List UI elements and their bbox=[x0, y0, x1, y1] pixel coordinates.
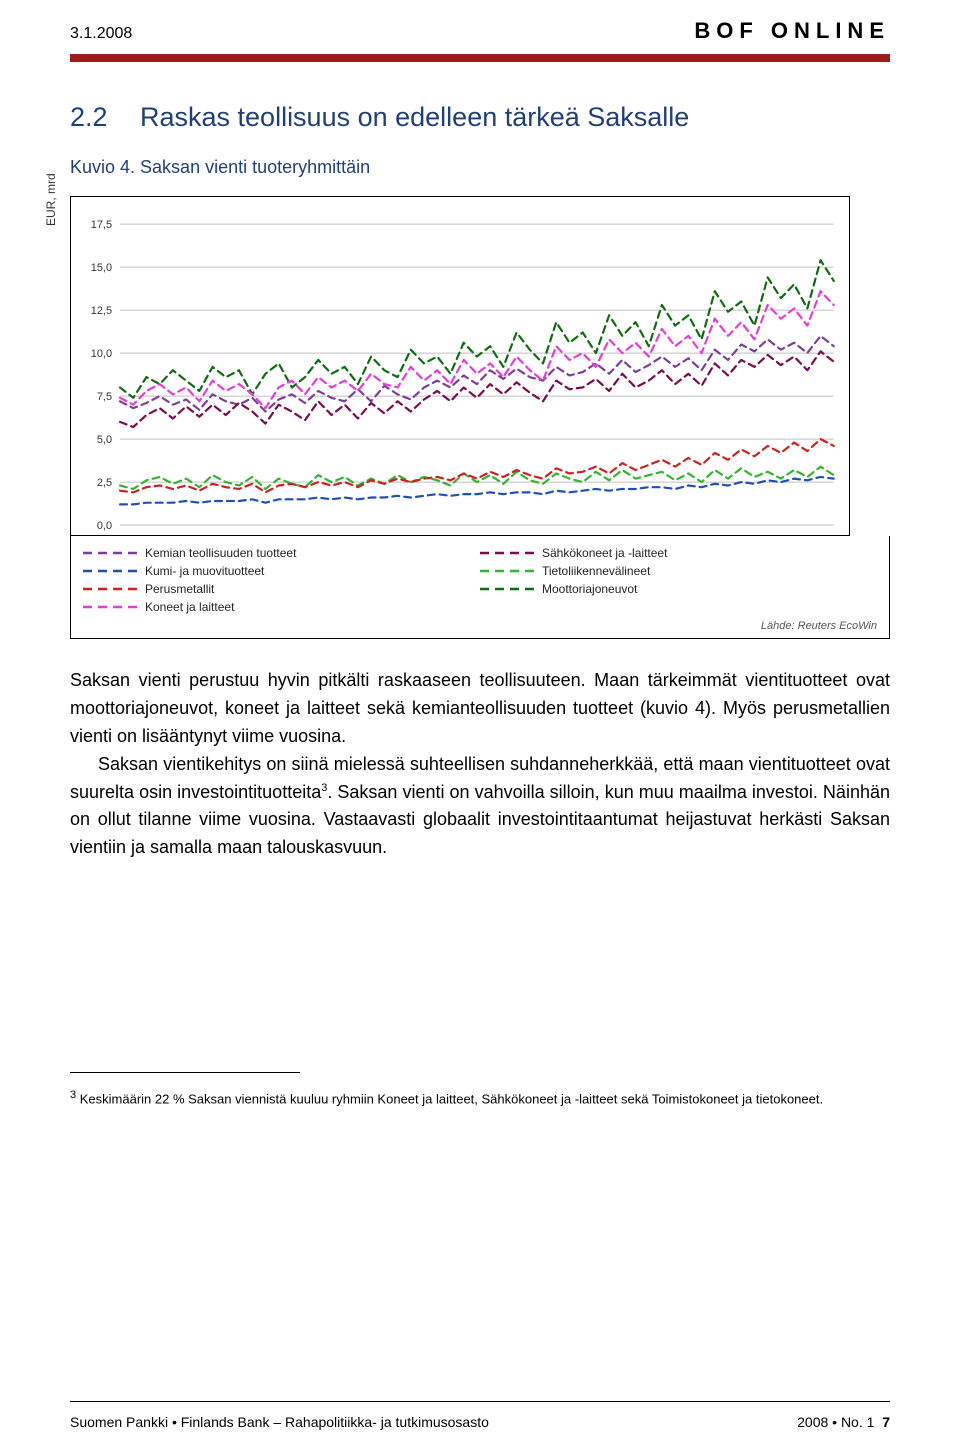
header-title: BOF ONLINE bbox=[694, 18, 890, 44]
legend-label: Perusmetallit bbox=[145, 582, 214, 596]
footnote: 3 Keskimäärin 22 % Saksan viennistä kuul… bbox=[0, 1073, 960, 1109]
legend-item: Sähkökoneet ja -laitteet bbox=[480, 544, 877, 562]
svg-text:0,0: 0,0 bbox=[97, 520, 112, 532]
legend-swatch bbox=[83, 601, 137, 613]
legend-label: Sähkökoneet ja -laitteet bbox=[542, 546, 667, 560]
legend-swatch bbox=[480, 565, 534, 577]
legend-item: Perusmetallit bbox=[83, 580, 480, 598]
legend-item: Kemian teollisuuden tuotteet bbox=[83, 544, 480, 562]
section-number: 2.2 bbox=[70, 102, 140, 133]
chart-legend: Kemian teollisuuden tuotteet Sähkökoneet … bbox=[70, 536, 890, 639]
footnote-text: Keskimäärin 22 % Saksan viennistä kuuluu… bbox=[76, 1092, 823, 1107]
legend-swatch bbox=[480, 547, 534, 559]
figure-caption: Kuvio 4. Saksan vienti tuoteryhmittäin bbox=[0, 133, 960, 178]
page-footer: Suomen Pankki • Finlands Bank – Rahapoli… bbox=[70, 1414, 890, 1430]
svg-text:5,0: 5,0 bbox=[97, 434, 112, 446]
paragraph-1: Saksan vienti perustuu hyvin pitkälti ra… bbox=[70, 667, 890, 751]
legend-swatch bbox=[83, 565, 137, 577]
svg-text:7,5: 7,5 bbox=[97, 391, 112, 403]
legend-item: Koneet ja laitteet bbox=[83, 598, 480, 616]
footer-right: 2008 • No. 1 7 bbox=[797, 1414, 890, 1430]
legend-label: Tietoliikennevälineet bbox=[542, 564, 650, 578]
legend-swatch bbox=[480, 583, 534, 595]
section-title-text: Raskas teollisuus on edelleen tärkeä Sak… bbox=[140, 102, 689, 132]
legend-label: Kumi- ja muovituotteet bbox=[145, 564, 264, 578]
header-date: 3.1.2008 bbox=[70, 25, 132, 43]
svg-text:2,5: 2,5 bbox=[97, 477, 112, 489]
legend-label: Koneet ja laitteet bbox=[145, 600, 234, 614]
legend-item: Moottoriajoneuvot bbox=[480, 580, 877, 598]
legend-swatch bbox=[83, 547, 137, 559]
paragraph-2: Saksan vientikehitys on siinä mielessä s… bbox=[70, 751, 890, 863]
legend-label: Kemian teollisuuden tuotteet bbox=[145, 546, 296, 560]
legend-label: Moottoriajoneuvot bbox=[542, 582, 637, 596]
svg-text:17,5: 17,5 bbox=[91, 219, 112, 231]
legend-swatch bbox=[83, 583, 137, 595]
legend-item: Tietoliikennevälineet bbox=[480, 562, 877, 580]
section-heading: 2.2Raskas teollisuus on edelleen tärkeä … bbox=[0, 62, 960, 133]
chart-source: Lähde: Reuters EcoWin bbox=[83, 616, 877, 632]
svg-text:12,5: 12,5 bbox=[91, 305, 112, 317]
footer-left: Suomen Pankki • Finlands Bank – Rahapoli… bbox=[70, 1414, 489, 1430]
body-text: Saksan vienti perustuu hyvin pitkälti ra… bbox=[0, 639, 960, 862]
line-chart: 0,0 2,5 5,0 7,5 10,0 12,5 15,0 17,5 bbox=[70, 196, 850, 536]
footer-rule bbox=[70, 1401, 890, 1402]
y-axis-title: EUR, mrd bbox=[44, 173, 58, 226]
header-red-bar bbox=[70, 54, 890, 62]
legend-item: Kumi- ja muovituotteet bbox=[83, 562, 480, 580]
page-header: 3.1.2008 BOF ONLINE bbox=[0, 0, 960, 50]
chart-container: EUR, mrd 0,02,55,07,510,012,515,017,5 Ke… bbox=[70, 196, 890, 639]
svg-text:10,0: 10,0 bbox=[91, 348, 112, 360]
svg-text:15,0: 15,0 bbox=[91, 262, 112, 274]
